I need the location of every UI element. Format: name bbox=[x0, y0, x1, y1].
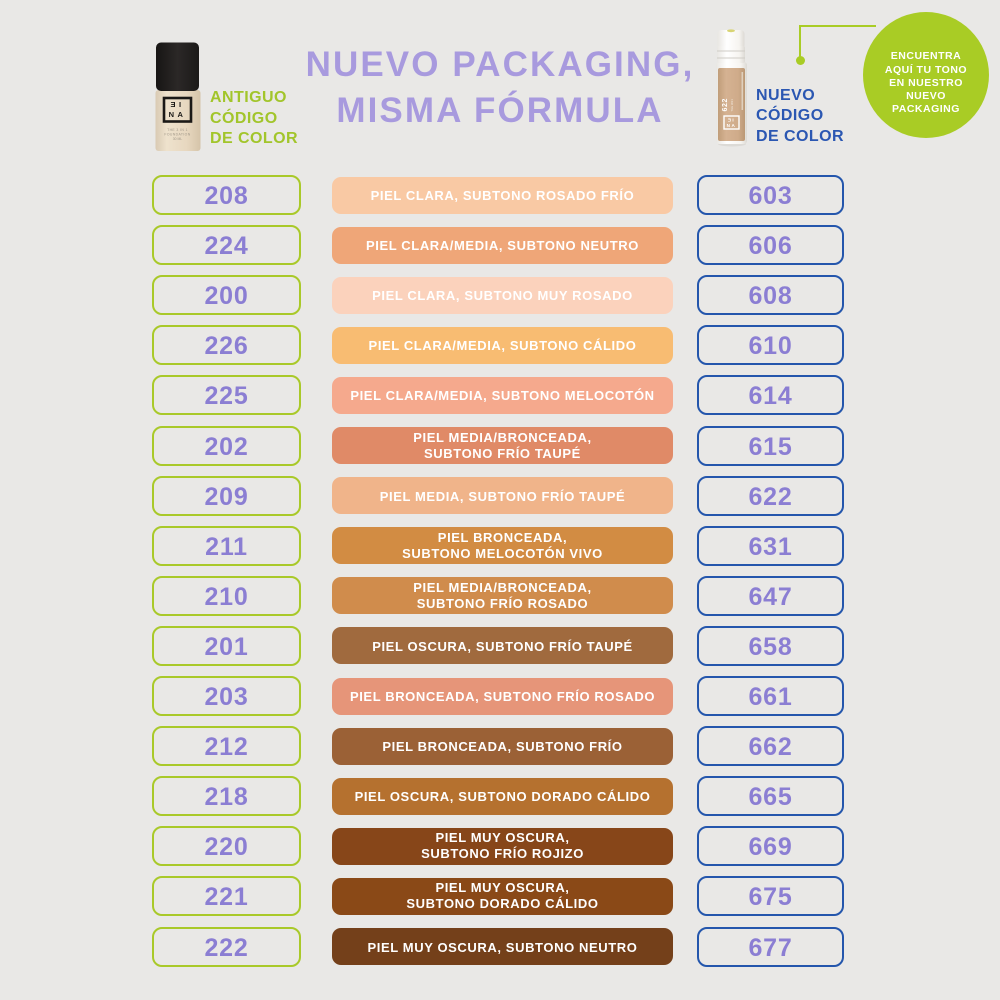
svg-text:NA: NA bbox=[727, 123, 737, 128]
svg-text:THE 3 IN 1: THE 3 IN 1 bbox=[167, 128, 188, 132]
svg-text:622: 622 bbox=[722, 98, 729, 111]
svg-text:ƎI: ƎI bbox=[170, 100, 184, 109]
svg-text:NA: NA bbox=[169, 110, 187, 119]
svg-text:FOUNDATION: FOUNDATION bbox=[164, 133, 190, 137]
svg-text:THE 3IN1: THE 3IN1 bbox=[730, 99, 734, 112]
svg-text:ƎI: ƎI bbox=[728, 118, 735, 123]
svg-text:30 ML: 30 ML bbox=[173, 137, 183, 141]
